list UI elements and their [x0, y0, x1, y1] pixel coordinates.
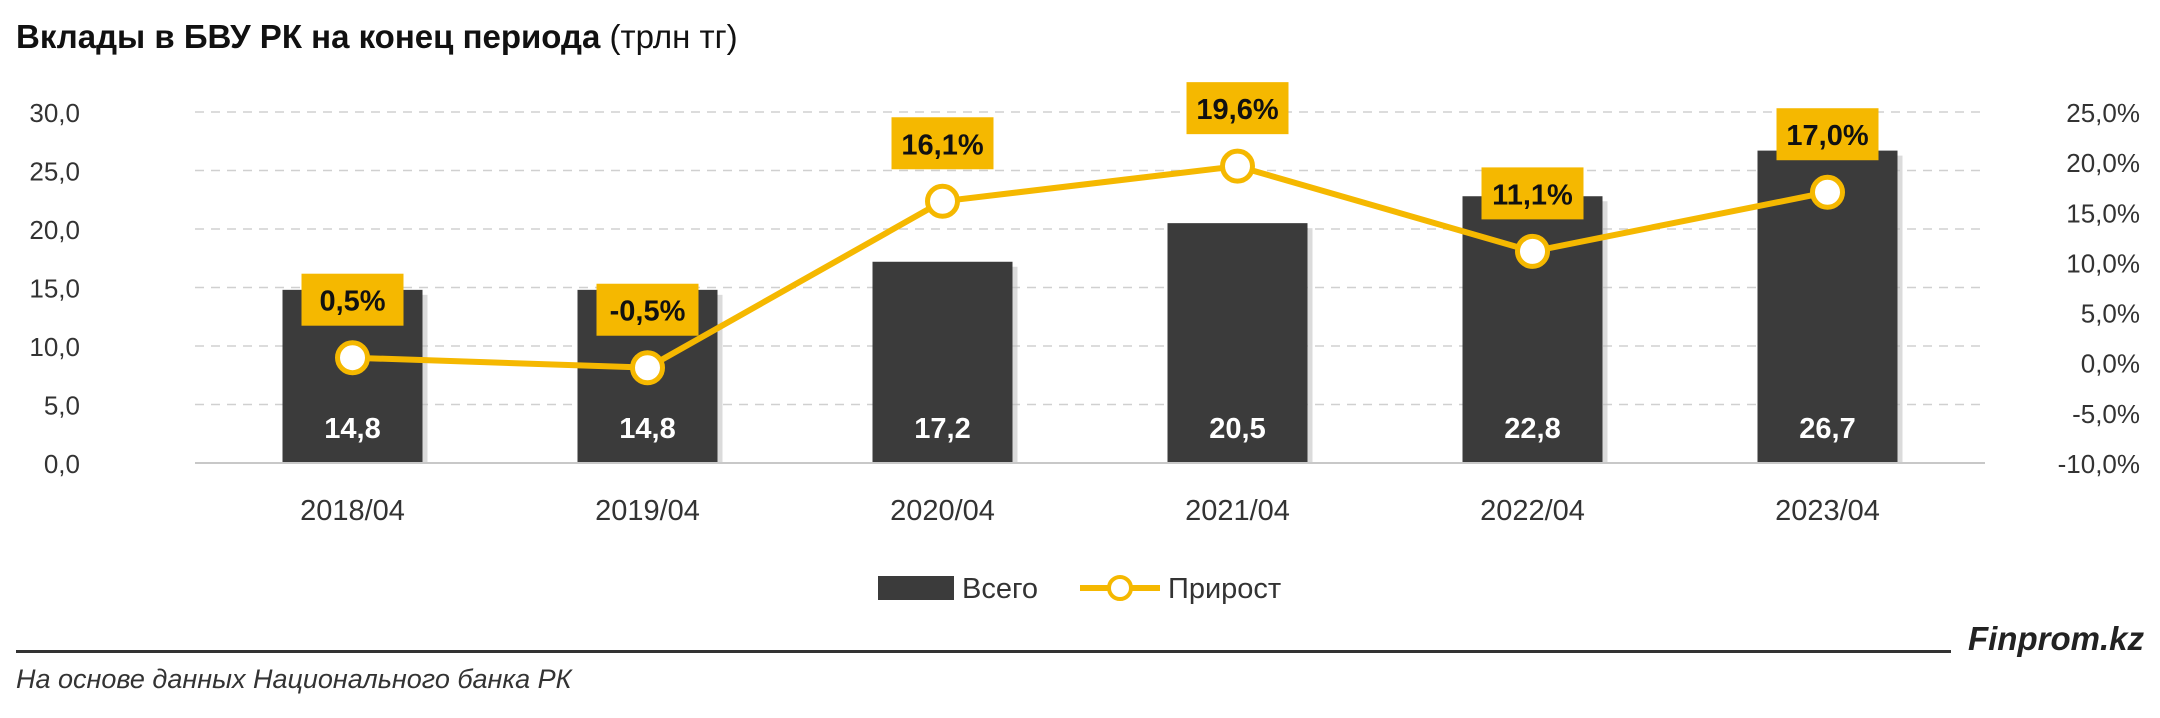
right-tick-label: 15,0%	[2066, 198, 2140, 228]
growth-point	[1810, 174, 1845, 210]
x-tick-label: 2020/04	[890, 495, 995, 527]
growth-value-label: 19,6%	[1196, 94, 1278, 126]
bar-value-label: 14,8	[324, 413, 380, 445]
right-tick-label: 5,0%	[2081, 299, 2140, 329]
legend: Всего Прирост	[878, 573, 1281, 605]
legend-swatch-bars	[878, 576, 954, 600]
growth-point	[925, 183, 960, 219]
growth-label-box	[596, 283, 699, 336]
chart-title-unit: (трлн тг)	[609, 18, 738, 55]
left-tick-label: 25,0	[29, 157, 80, 187]
growth-label-box	[301, 273, 404, 326]
legend-label-line: Прирост	[1168, 573, 1281, 605]
growth-label-box	[1481, 167, 1584, 220]
left-tick-label: 5,0	[44, 391, 80, 421]
growth-point	[630, 350, 665, 386]
line-series: 0,5% -0,5% 16,1% 19,6% 11,1% 17,0%	[301, 82, 1879, 386]
footer-divider	[16, 650, 1951, 653]
right-axis: -10,0% -5,0% 0,0% 5,0% 10,0% 15,0% 20,0% 25,0%	[2058, 98, 2140, 479]
x-tick-label: 2021/04	[1185, 495, 1290, 527]
bar-value-label: 20,5	[1209, 413, 1265, 445]
x-tick-label: 2019/04	[595, 495, 700, 527]
left-tick-label: 15,0	[29, 274, 80, 304]
right-tick-label: 10,0%	[2066, 248, 2140, 278]
right-tick-label: -5,0%	[2072, 399, 2140, 429]
growth-point	[1220, 148, 1255, 184]
growth-label-box	[1186, 82, 1289, 135]
growth-label-box	[891, 117, 994, 170]
right-tick-label: -10,0%	[2058, 449, 2140, 479]
right-tick-label: 25,0%	[2066, 98, 2140, 128]
growth-point	[335, 340, 370, 376]
x-tick-label: 2023/04	[1775, 495, 1880, 527]
growth-value-label: 16,1%	[901, 129, 983, 161]
bar	[1167, 223, 1308, 463]
legend-label-bars: Всего	[962, 573, 1038, 605]
left-axis: 0,0 5,0 10,0 15,0 20,0 25,0 30,0	[29, 98, 80, 479]
x-axis: 2018/04 2019/04 2020/04 2021/04 2022/04 2023/…	[195, 462, 1985, 527]
right-tick-label: 0,0%	[2081, 349, 2140, 379]
left-tick-label: 10,0	[29, 332, 80, 362]
growth-value-label: 17,0%	[1786, 120, 1868, 152]
left-tick-label: 30,0	[29, 98, 80, 128]
growth-value-label: 0,5%	[319, 286, 385, 318]
brand-label: Finprom.kz	[1967, 620, 2144, 657]
bar-value-label: 22,8	[1504, 413, 1560, 445]
bar-value-label: 14,8	[619, 413, 675, 445]
x-tick-label: 2022/04	[1480, 495, 1585, 527]
chart-title-main: Вклады в БВУ РК на конец периода	[16, 18, 601, 55]
growth-label-box	[1776, 108, 1879, 161]
growth-value-label: 11,1%	[1492, 179, 1573, 211]
source-note: На основе данных Национального банка РК	[16, 664, 572, 694]
x-tick-label: 2018/04	[300, 495, 405, 527]
growth-line	[352, 163, 1829, 371]
legend-swatch-marker	[1107, 575, 1133, 601]
left-tick-label: 0,0	[44, 449, 80, 479]
left-tick-label: 20,0	[29, 215, 80, 245]
bar	[872, 261, 1013, 463]
bar-value-label: 26,7	[1799, 413, 1855, 445]
growth-point	[1515, 233, 1550, 269]
chart-title: Вклады в БВУ РК на конец периода (трлн т…	[16, 18, 738, 56]
right-tick-label: 20,0%	[2066, 148, 2140, 178]
bar-series: 14,8 14,8 17,2 20,5 22,8 26,7	[282, 150, 1903, 464]
growth-value-label: -0,5%	[610, 296, 686, 328]
bar-value-label: 17,2	[914, 413, 970, 445]
grid-lines	[195, 111, 1985, 406]
